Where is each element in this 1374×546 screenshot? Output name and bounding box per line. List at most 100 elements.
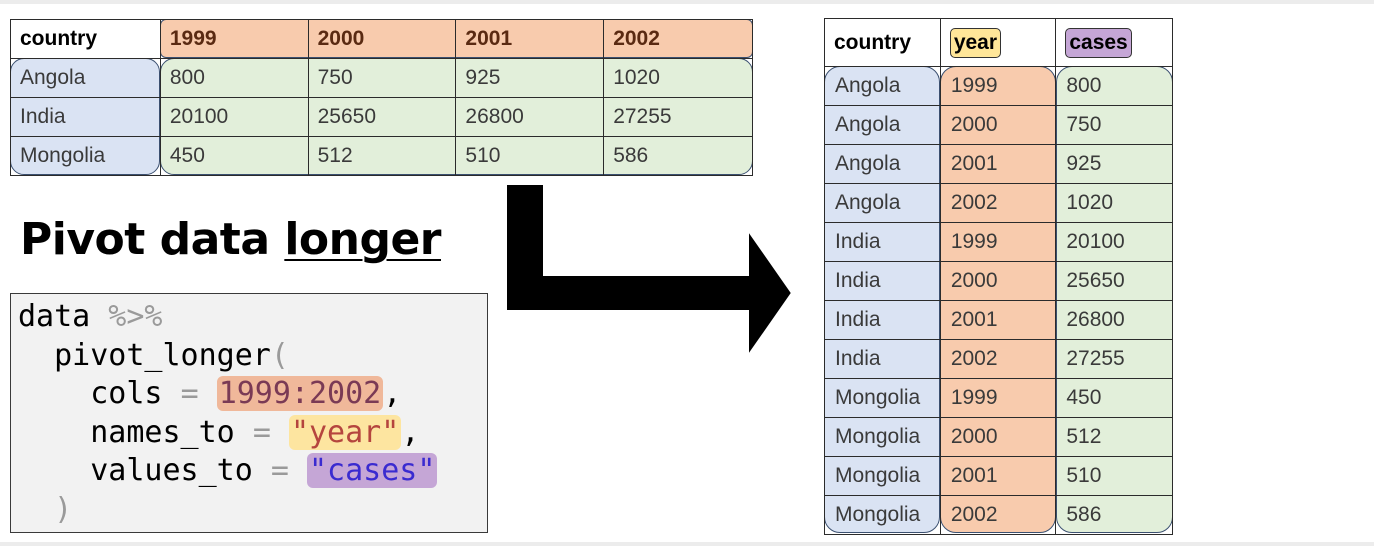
table-cell: 2002 — [939, 339, 1057, 379]
table-cell: 25650 — [307, 97, 457, 137]
code-function: pivot_longer — [18, 337, 271, 373]
table-cell: India — [824, 300, 941, 340]
table-cell: 510 — [1055, 456, 1173, 496]
code-arg-names-to: names_to — [18, 414, 253, 450]
code-comma: , — [383, 376, 402, 411]
table-cell: 26800 — [1055, 300, 1173, 340]
wide-table-grid: country 1999 2000 2001 2002 Angola 800 750 925 10… — [10, 19, 753, 176]
code-line-5: values_to = "cases" — [18, 452, 487, 491]
table-cell: Angola — [824, 105, 941, 145]
table-cell: 27255 — [1055, 339, 1173, 379]
table-row: Mongolia 2002 586 — [824, 495, 1173, 535]
code-line-1: data %>% — [18, 298, 487, 337]
long-table: country year cases Angola 1999 800 Angola 2000 7… — [824, 18, 1173, 535]
code-data: data — [18, 299, 91, 334]
table-cell: Angola — [824, 183, 941, 223]
code-equals: = — [252, 414, 271, 450]
title-prefix: Pivot data — [20, 214, 285, 265]
table-row: Angola 2001 925 — [824, 144, 1173, 184]
title-underlined: longer — [284, 214, 441, 265]
table-cell: 750 — [1055, 105, 1173, 145]
header-cell-country: country — [824, 18, 941, 67]
table-cell: 800 — [1055, 66, 1173, 106]
cases-chip: cases — [1065, 27, 1132, 58]
code-line-3: cols = 1999:2002, — [18, 375, 487, 414]
table-cell: 26800 — [455, 97, 605, 137]
table-cell: 586 — [1055, 495, 1173, 535]
code-block: data %>% pivot_longer( cols = 1999:2002,… — [10, 293, 488, 533]
code-comma: , — [401, 414, 420, 450]
table-cell: Angola — [10, 58, 161, 98]
table-cell: 2000 — [939, 261, 1057, 301]
table-row: India 2000 25650 — [824, 261, 1173, 301]
header-cell-2000: 2000 — [307, 19, 457, 59]
table-cell: 27255 — [603, 97, 753, 137]
header-cell-2001: 2001 — [455, 19, 605, 59]
table-cell: Mongolia — [824, 417, 941, 457]
table-cell: 750 — [307, 58, 457, 98]
table-cell: Angola — [824, 66, 941, 106]
table-cell: 1020 — [603, 58, 753, 98]
header-cell-1999: 1999 — [159, 19, 309, 59]
table-row: Angola 800 750 925 1020 — [10, 58, 753, 98]
table-cell: Mongolia — [824, 378, 941, 418]
table-cell: 2002 — [939, 183, 1057, 223]
table-cell: India — [824, 222, 941, 262]
table-cell: 512 — [307, 136, 457, 176]
code-open-paren: ( — [270, 337, 289, 373]
table-row: India 1999 20100 — [824, 222, 1173, 262]
table-row: Mongolia 1999 450 — [824, 378, 1173, 418]
table-row: Mongolia 450 512 510 586 — [10, 136, 753, 176]
table-cell: 25650 — [1055, 261, 1173, 301]
table-row: India 2002 27255 — [824, 339, 1173, 379]
table-cell: 2001 — [939, 456, 1057, 496]
table-cell: Mongolia — [824, 456, 941, 496]
table-cell: Mongolia — [10, 136, 161, 176]
code-equals: = — [270, 453, 289, 488]
code-cols-value: 1999:2002 — [216, 376, 384, 411]
code-close-paren: ) — [18, 491, 73, 527]
table-cell: 1999 — [939, 222, 1057, 262]
table-row: India 20100 25650 26800 27255 — [10, 97, 753, 137]
table-row: Mongolia 2001 510 — [824, 456, 1173, 496]
code-names-to-value: "year" — [288, 414, 402, 450]
table-cell: 512 — [1055, 417, 1173, 457]
table-cell: India — [824, 261, 941, 301]
header-row: country year cases — [824, 18, 1173, 67]
table-row: India 2001 26800 — [824, 300, 1173, 340]
table-cell: Angola — [824, 144, 941, 184]
code-line-2: pivot_longer( — [18, 337, 487, 376]
table-cell: 2001 — [939, 144, 1057, 184]
table-cell: Mongolia — [824, 495, 941, 535]
table-cell: India — [10, 97, 161, 137]
table-cell: 20100 — [159, 97, 309, 137]
table-cell: 925 — [455, 58, 605, 98]
table-cell: 1999 — [939, 378, 1057, 418]
header-cell-2002: 2002 — [603, 19, 753, 59]
pivot-arrow-icon — [505, 183, 794, 360]
table-cell: India — [824, 339, 941, 379]
code-pipe: %>% — [90, 299, 163, 334]
header-cell-country: country — [10, 19, 161, 59]
header-row: country 1999 2000 2001 2002 — [10, 19, 753, 59]
table-cell: 925 — [1055, 144, 1173, 184]
top-border — [0, 0, 1374, 4]
bottom-border — [0, 542, 1374, 546]
code-line-6: ) — [18, 491, 487, 530]
table-row: Angola 1999 800 — [824, 66, 1173, 106]
header-cell-cases: cases — [1055, 18, 1173, 67]
table-cell: 2000 — [939, 417, 1057, 457]
table-row: Mongolia 2000 512 — [824, 417, 1173, 457]
table-row: Angola 2000 750 — [824, 105, 1173, 145]
table-cell: 1020 — [1055, 183, 1173, 223]
header-cell-year: year — [939, 18, 1057, 67]
year-chip: year — [949, 27, 1002, 58]
table-row: Angola 2002 1020 — [824, 183, 1173, 223]
wide-table: country 1999 2000 2001 2002 Angola 800 750 925 10… — [10, 19, 753, 176]
table-cell: 2002 — [939, 495, 1057, 535]
page-title: Pivot data longer — [20, 214, 441, 265]
table-cell: 1999 — [939, 66, 1057, 106]
table-cell: 800 — [159, 58, 309, 98]
code-equals: = — [180, 376, 199, 411]
code-arg-values-to: values_to — [18, 453, 271, 488]
